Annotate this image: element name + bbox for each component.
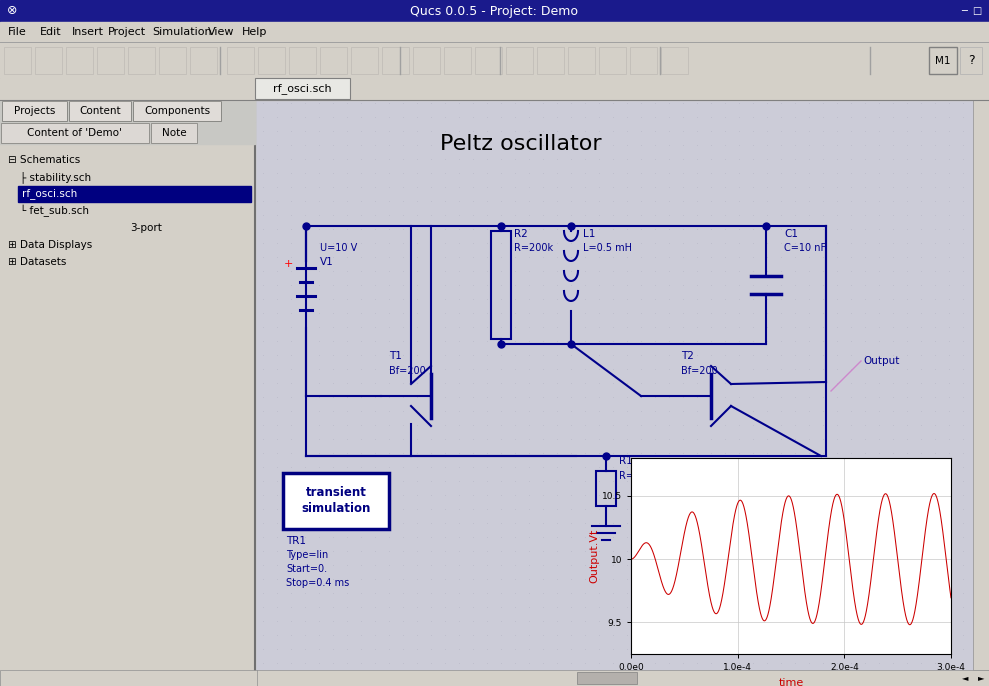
Text: View: View	[208, 27, 234, 37]
Text: Components: Components	[144, 106, 210, 116]
Text: Project: Project	[108, 27, 146, 37]
Text: Stop=0.4 ms: Stop=0.4 ms	[286, 578, 349, 588]
Text: □: □	[972, 6, 982, 16]
Text: ⊞ Data Displays: ⊞ Data Displays	[8, 240, 92, 250]
Text: R=50 kOhm: R=50 kOhm	[619, 471, 678, 481]
Bar	[2, 101, 67, 121]
Bar	[599, 47, 626, 74]
Bar	[320, 47, 347, 74]
X-axis label: time: time	[778, 678, 804, 686]
Bar	[0, 42, 989, 78]
Text: Peltz oscillator: Peltz oscillator	[440, 134, 602, 154]
Bar	[159, 47, 186, 74]
Bar	[929, 47, 957, 74]
Text: File: File	[8, 27, 27, 37]
Bar	[578, 672, 638, 684]
Text: rf_osci.sch: rf_osci.sch	[22, 189, 77, 200]
Text: R2: R2	[514, 229, 528, 239]
Text: Edit: Edit	[40, 27, 61, 37]
Text: ─: ─	[961, 6, 967, 16]
Bar	[190, 47, 217, 74]
Text: transient: transient	[306, 486, 367, 499]
Text: Start=0.: Start=0.	[286, 564, 327, 574]
Text: ?: ?	[967, 54, 974, 67]
Text: ⊗: ⊗	[7, 5, 17, 18]
Text: Note: Note	[161, 128, 186, 138]
Text: ⊞ Datasets: ⊞ Datasets	[8, 257, 66, 267]
Text: Output: Output	[863, 356, 899, 366]
Y-axis label: Output.Vt: Output.Vt	[589, 529, 599, 583]
Text: rf_osci.sch: rf_osci.sch	[273, 84, 332, 95]
Bar	[351, 47, 378, 74]
Text: Simulation: Simulation	[152, 27, 212, 37]
Text: ►: ►	[978, 674, 984, 683]
Bar	[133, 101, 221, 121]
Text: M1: M1	[936, 56, 950, 66]
Text: └ fet_sub.sch: └ fet_sub.sch	[20, 205, 89, 217]
Bar	[289, 47, 316, 74]
Text: T1: T1	[389, 351, 402, 361]
Bar	[444, 47, 471, 74]
Bar	[661, 47, 688, 74]
Text: +: +	[283, 259, 293, 269]
Bar	[568, 47, 595, 74]
Bar	[1, 123, 149, 143]
Bar	[258, 47, 285, 74]
Text: Insert: Insert	[72, 27, 104, 37]
Bar	[382, 47, 409, 74]
Text: Bf=200: Bf=200	[389, 366, 425, 376]
Bar	[66, 47, 93, 74]
Bar	[0, 22, 989, 42]
Text: L=0.5 mH: L=0.5 mH	[583, 243, 632, 253]
Text: U=10 V: U=10 V	[320, 243, 357, 253]
Bar	[506, 47, 533, 74]
Bar	[973, 100, 989, 670]
Text: R1: R1	[619, 456, 633, 466]
Text: L1: L1	[583, 229, 595, 239]
Bar	[227, 47, 254, 74]
Text: Bf=200: Bf=200	[681, 366, 718, 376]
Bar	[537, 47, 564, 74]
Bar	[475, 47, 502, 74]
Bar	[0, 670, 989, 686]
Bar	[0, 78, 989, 100]
Bar	[0, 100, 255, 122]
Bar	[255, 78, 350, 99]
Bar	[413, 47, 440, 74]
Bar	[596, 471, 616, 506]
Bar	[18, 186, 251, 202]
Bar	[151, 123, 197, 143]
Bar	[630, 47, 657, 74]
Text: Qucs 0.0.5 - Project: Demo: Qucs 0.0.5 - Project: Demo	[410, 5, 579, 18]
Text: simulation: simulation	[302, 503, 371, 515]
Bar	[69, 101, 131, 121]
Text: ◄: ◄	[961, 674, 968, 683]
Bar	[0, 100, 255, 670]
Text: ├ stability.sch: ├ stability.sch	[20, 171, 91, 183]
Text: C=10 nF: C=10 nF	[784, 243, 826, 253]
Text: 3-port: 3-port	[130, 223, 162, 233]
Text: C1: C1	[784, 229, 798, 239]
Text: R=200k: R=200k	[514, 243, 553, 253]
Text: Type=lin: Type=lin	[286, 550, 328, 560]
Bar	[0, 0, 989, 22]
Bar	[256, 100, 973, 670]
Text: ⊟ Schematics: ⊟ Schematics	[8, 155, 80, 165]
Bar	[97, 47, 124, 74]
Text: Projects: Projects	[14, 106, 55, 116]
FancyBboxPatch shape	[283, 473, 389, 529]
Text: Content of 'Demo': Content of 'Demo'	[27, 128, 122, 138]
Bar	[4, 47, 31, 74]
Bar	[960, 47, 982, 74]
Bar	[491, 231, 511, 339]
Bar	[128, 47, 155, 74]
Text: Content: Content	[79, 106, 121, 116]
Text: TR1: TR1	[286, 536, 306, 546]
Text: Help: Help	[242, 27, 267, 37]
Text: V1: V1	[320, 257, 333, 267]
Bar	[35, 47, 62, 74]
Text: T2: T2	[681, 351, 694, 361]
Bar	[0, 122, 255, 144]
